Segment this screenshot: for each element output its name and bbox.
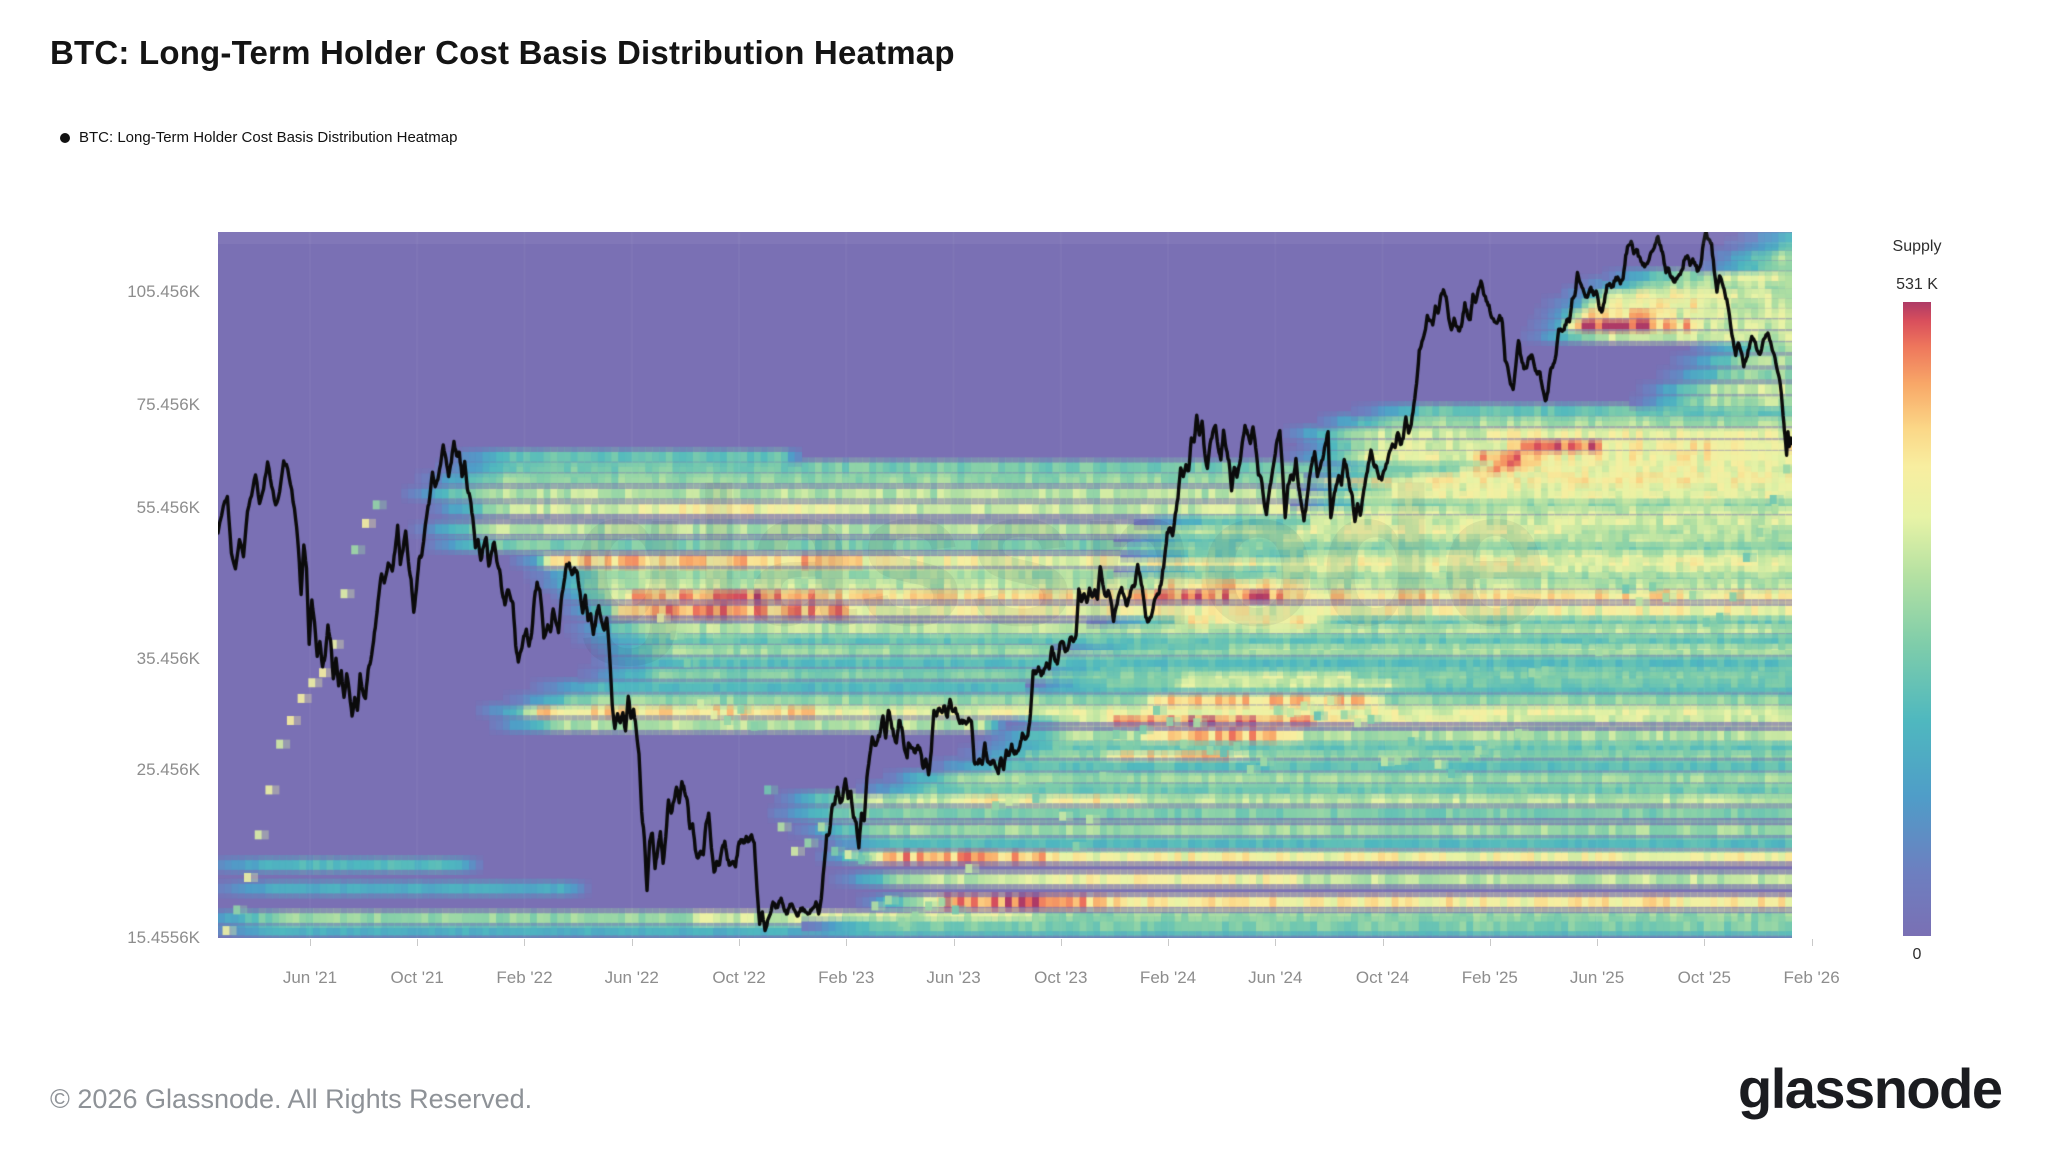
x-tick-label: Oct '25 <box>1677 968 1731 987</box>
x-tick-label: Oct '23 <box>1034 968 1088 987</box>
y-tick-label: 15.4556K <box>127 928 200 947</box>
x-tick-label: Jun '21 <box>282 968 338 987</box>
colorbar-max-label: 531 K <box>1896 276 1938 293</box>
page-title: BTC: Long-Term Holder Cost Basis Distrib… <box>50 34 955 71</box>
y-tick-label: 35.456K <box>136 648 200 668</box>
y-tick-label: 55.456K <box>136 498 200 518</box>
x-tick-mark <box>1489 939 1491 946</box>
x-tick-label: Jun '24 <box>1248 968 1303 987</box>
x-tick-mark <box>1275 939 1277 946</box>
x-tick-label: Oct '22 <box>712 968 766 987</box>
x-tick-label: Oct '24 <box>1355 968 1410 987</box>
x-tick-label: Jun '22 <box>604 968 659 987</box>
copyright-text: © 2026 Glassnode. All Rights Reserved. <box>50 1084 533 1114</box>
y-tick-label: 25.456K <box>136 760 200 780</box>
x-tick-mark <box>417 939 419 946</box>
series-marker-icon <box>60 132 70 143</box>
x-tick-mark <box>1060 939 1062 946</box>
x-tick-mark <box>1597 939 1599 946</box>
y-tick-label: 75.456K <box>136 394 200 414</box>
colorbar-title: Supply <box>1892 238 1942 255</box>
x-tick-label: Feb '25 <box>1461 968 1518 987</box>
x-tick-mark <box>631 939 633 946</box>
x-tick-label: Jun '25 <box>1569 968 1625 987</box>
x-tick-mark <box>1704 939 1706 946</box>
glassnode-logo: glassnode <box>1738 1057 2003 1120</box>
x-tick-mark <box>739 939 740 946</box>
x-tick-mark <box>309 939 311 946</box>
x-tick-mark <box>1382 939 1384 946</box>
heatmap-canvas[interactable] <box>218 232 1792 938</box>
x-tick-mark <box>1811 939 1813 946</box>
x-tick-label: Jun '23 <box>926 968 981 987</box>
heatmap-plot-area[interactable]: glassnode <box>218 232 1792 938</box>
x-tick-mark <box>846 939 848 946</box>
x-tick-label: Feb '24 <box>1139 968 1197 987</box>
legend-label: BTC: Long-Term Holder Cost Basis Distrib… <box>79 129 458 146</box>
x-tick-label: Oct '21 <box>390 968 444 987</box>
x-tick-mark <box>1168 939 1170 946</box>
x-tick-label: Feb '22 <box>496 968 553 987</box>
colorbar-gradient <box>1903 302 1931 936</box>
x-tick-label: Feb '26 <box>1783 968 1840 987</box>
x-tick-label: Feb '23 <box>818 968 875 987</box>
colorbar-min-label: 0 <box>1912 946 1922 963</box>
legend-item[interactable]: BTC: Long-Term Holder Cost Basis Distrib… <box>60 129 457 146</box>
x-tick-mark <box>953 939 955 946</box>
x-tick-mark <box>524 939 526 946</box>
y-tick-label: 105.456K <box>127 281 200 301</box>
